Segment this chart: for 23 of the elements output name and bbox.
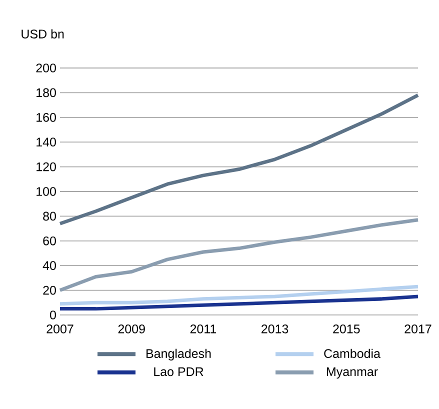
x-tick-label: 2009 [118,324,145,334]
legend-label: Myanmar [326,367,378,379]
x-tick-label: 2007 [46,324,74,334]
y-tick-label: 100 [36,187,56,196]
y-tick-label: 120 [36,162,56,172]
y-tick-label: 60 [43,236,56,246]
y-tick-label: 40 [42,261,56,270]
y-tick-label: 160 [36,112,56,122]
y-tick-label: 20 [43,286,56,295]
y-tick-label: 80 [43,212,56,221]
y-tick-label: 140 [36,138,56,147]
y-tick-label: 180 [36,88,56,98]
y-axis-title: USD bn [22,29,64,38]
legend-label: Bangladesh [146,348,211,360]
y-tick-label: 200 [36,64,56,72]
x-tick-label: 2013 [262,324,288,334]
x-tick-label: 2011 [190,324,216,334]
x-tick-label: 2015 [333,324,360,334]
line-series [58,218,420,292]
legend-label: Lao PDR [154,367,204,376]
y-tick-label: 0 [50,310,56,320]
x-tick-label: 2017 [404,324,432,334]
legend-label: Cambodia [324,348,380,358]
